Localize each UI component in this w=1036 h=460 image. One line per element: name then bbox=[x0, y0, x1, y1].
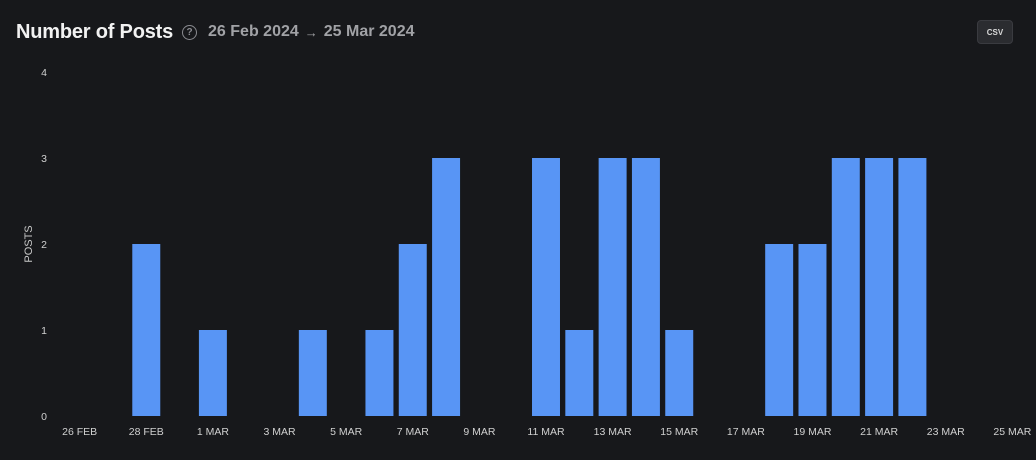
date-range-start: 26 Feb 2024 bbox=[208, 23, 299, 40]
chart-title: Number of Posts bbox=[16, 20, 174, 43]
bar-18-mar[interactable] bbox=[765, 244, 794, 416]
y-tick-label: 0 bbox=[41, 411, 47, 423]
bar-4-mar[interactable] bbox=[298, 330, 327, 416]
x-tick-label: 25 MAR bbox=[993, 426, 1031, 438]
y-tick-label: 1 bbox=[41, 325, 47, 337]
bar-7-mar[interactable] bbox=[398, 244, 427, 416]
bar-12-mar[interactable] bbox=[565, 330, 594, 416]
x-tick-label: 17 MAR bbox=[727, 426, 765, 438]
bar-6-mar[interactable] bbox=[365, 330, 394, 416]
date-range: 26 Feb 2024 → 25 Mar 2024 bbox=[208, 23, 414, 41]
bar-14-mar[interactable] bbox=[631, 158, 660, 416]
y-axis-label: POSTS bbox=[23, 225, 35, 262]
bar-28-feb[interactable] bbox=[132, 244, 161, 416]
bar-1-mar[interactable] bbox=[198, 330, 227, 416]
y-tick-label: 2 bbox=[41, 239, 47, 251]
arrow-right-icon: → bbox=[304, 24, 318, 40]
y-tick-label: 3 bbox=[41, 153, 47, 165]
bars bbox=[132, 158, 927, 416]
date-range-end: 25 Mar 2024 bbox=[323, 23, 415, 40]
bar-8-mar[interactable] bbox=[432, 158, 461, 416]
x-tick-label: 13 MAR bbox=[594, 426, 632, 438]
bar-20-mar[interactable] bbox=[831, 158, 860, 416]
x-tick-label: 26 FEB bbox=[62, 426, 97, 438]
x-tick-label: 3 MAR bbox=[263, 426, 296, 438]
x-tick-label: 15 MAR bbox=[660, 426, 698, 438]
bar-11-mar[interactable] bbox=[532, 158, 560, 416]
bar-15-mar[interactable] bbox=[665, 330, 694, 416]
bar-19-mar[interactable] bbox=[798, 244, 827, 416]
x-tick-label: 1 MAR bbox=[197, 426, 230, 438]
x-tick-label: 11 MAR bbox=[527, 426, 565, 438]
chart-header: Number of Posts ? 26 Feb 2024 → 25 Mar 2… bbox=[16, 18, 415, 46]
x-tick-label: 28 FEB bbox=[129, 426, 164, 438]
x-tick-label: 21 MAR bbox=[860, 426, 898, 438]
y-axis: 0 1 2 3 4 bbox=[41, 67, 47, 423]
x-tick-label: 19 MAR bbox=[794, 426, 832, 438]
x-tick-label: 9 MAR bbox=[463, 426, 496, 438]
bar-13-mar[interactable] bbox=[598, 158, 627, 416]
x-tick-label: 23 MAR bbox=[927, 426, 965, 438]
x-tick-label: 5 MAR bbox=[330, 426, 363, 438]
question-circle-icon[interactable]: ? bbox=[182, 24, 198, 40]
bar-21-mar[interactable] bbox=[865, 158, 894, 416]
x-tick-label: 7 MAR bbox=[397, 426, 430, 438]
csv-export-button[interactable]: CSV bbox=[977, 20, 1013, 44]
bar-22-mar[interactable] bbox=[898, 158, 927, 416]
y-tick-label: 4 bbox=[41, 67, 47, 79]
x-axis: 26 FEB 28 FEB 1 MAR 3 MAR 5 MAR 7 MAR 9 MAR 11 … bbox=[62, 426, 1032, 438]
